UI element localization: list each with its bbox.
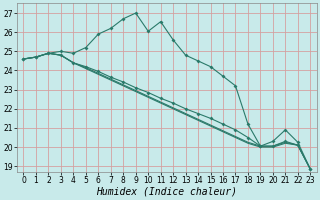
X-axis label: Humidex (Indice chaleur): Humidex (Indice chaleur) <box>96 187 237 197</box>
